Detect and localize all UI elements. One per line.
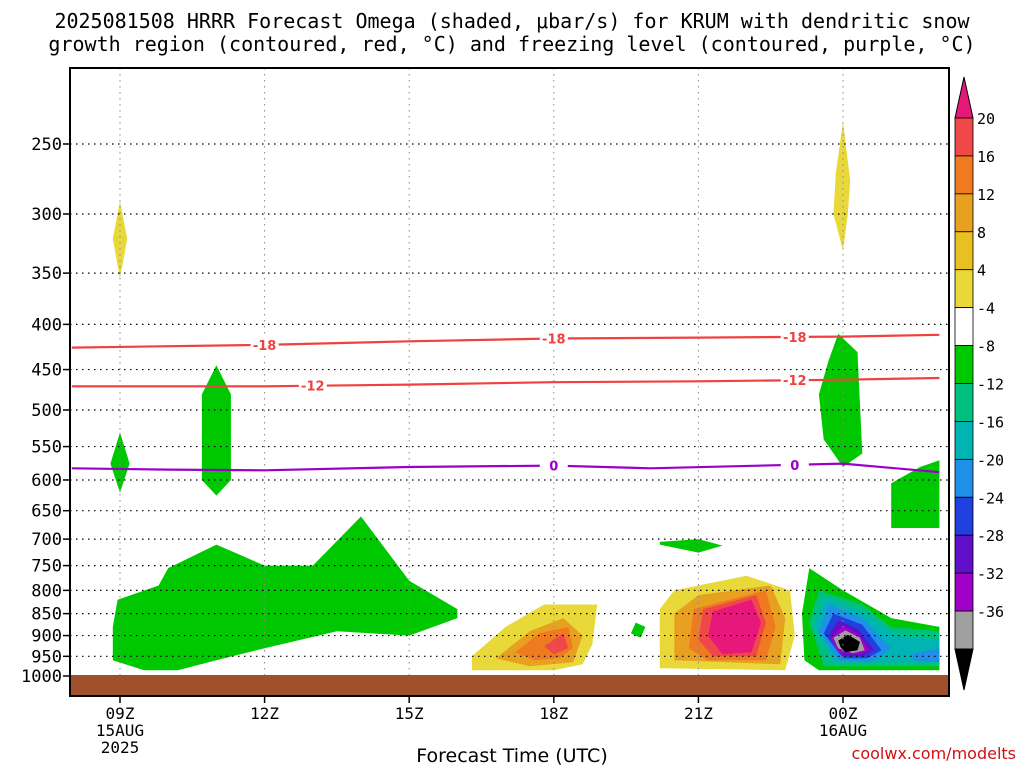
colorbar-label-9: -20 [977,451,1004,469]
omega-shading [110,121,940,671]
contour-label-bg [250,337,279,352]
omega-region-7 [112,516,458,671]
colorbar-label-7: -12 [977,376,1004,394]
omega-region-1 [833,121,851,251]
x-tick-label-09Z: 09Z [106,704,135,723]
plot-border [69,67,950,697]
y-tick-label-800: 800 [31,581,62,601]
colorbar-label-6: -8 [977,338,995,356]
colorbar-legend: 20 16 12 8 4 -4 -8 -12 -16 -20 -24 -28 -32 -36 [954,76,1004,691]
omega-region-3 [201,365,231,496]
contour-line--12 [71,376,940,388]
colorbar-segment-3 [954,231,974,271]
y-tick-label-700: 700 [31,530,62,550]
grid-lines [70,68,949,696]
y-tick-label-350: 350 [31,264,62,284]
colorbar-segment-10 [954,496,974,536]
y-tick-label-450: 450 [31,361,62,381]
y-tick-label-500: 500 [31,401,62,421]
x-tick-label-12Z: 12Z [250,704,279,723]
colorbar-label-3: 8 [977,224,986,242]
colorbar-label-11: -28 [977,527,1004,545]
contour-label-0: 0 [790,459,799,474]
contour-label--12: -12 [301,380,325,395]
x-tick-sublabel: 16AUG [819,721,867,740]
colorbar-segment-1 [954,155,974,195]
y-tick-label-400: 400 [31,315,62,335]
contour-label-bg [780,457,809,472]
colorbar-segment-6 [954,345,974,384]
omega-region-2 [110,432,130,493]
y-tick-label-900: 900 [31,627,62,647]
y-tick-label-550: 550 [31,438,62,458]
omega-region-5 [891,460,940,528]
x-axis-label: Forecast Time (UTC) [416,745,608,767]
temperature-contours: -18 -18 -18 -12 -12 0 0 [71,329,940,475]
contour-label-bg [298,378,327,393]
colorbar-segment-4 [954,269,974,309]
colorbar-bottom-arrow [954,648,974,691]
colorbar-label-12: -32 [977,565,1004,583]
chart-title-line-1: 2025081508 HRRR Forecast Omega (shaded, … [54,9,970,33]
contour-label-0: 0 [549,460,558,475]
contour-label-bg [539,331,568,346]
x-tick-sublabel: 15AUG [96,721,144,740]
y-tick-label-600: 600 [31,471,62,491]
colorbar-label-13: -36 [977,603,1004,621]
omega-region-18 [708,599,762,655]
chart-title-line-2: growth region (contoured, red, °C) and f… [48,32,976,56]
plot-frame [69,67,950,697]
y-tick-label-850: 850 [31,605,62,625]
colorbar-segment-2 [954,193,974,233]
contour-label--12: -12 [783,374,807,389]
x-tick-label-18Z: 18Z [539,704,568,723]
omega-region-6 [659,539,723,553]
colorbar-segment-5 [954,307,974,346]
colorbar-label-0: 20 [977,110,995,128]
y-tick-label-250: 250 [31,135,62,155]
contour-label--18: -18 [542,332,566,347]
colorbar-segment-9 [954,458,974,498]
y-tick-label-650: 650 [31,502,62,522]
omega-region-0 [112,201,128,279]
contour-line-0 [71,462,940,474]
colorbar-segment-13 [954,610,974,650]
y-axis-pressure: 2503003504004505005506006507007508008509… [21,135,70,687]
y-tick-label-750: 750 [31,557,62,577]
omega-region-27 [910,648,940,663]
colorbar-label-10: -24 [977,489,1004,507]
contour-label-bg [780,329,809,344]
colorbar-segment-8 [954,421,974,460]
omega-region-4 [818,333,863,467]
colorbar-segment-12 [954,572,974,612]
contour-label--18: -18 [783,331,807,346]
y-tick-label-300: 300 [31,205,62,225]
colorbar-label-2: 12 [977,186,995,204]
x-tick-label-15Z: 15Z [395,704,424,723]
colorbar-top-arrow [954,76,974,119]
contour-label--18: -18 [253,339,277,354]
colorbar-segment-0 [954,117,974,157]
omega-region-8 [630,622,646,638]
x-tick-sublabel: 2025 [101,738,140,757]
colorbar-label-8: -16 [977,413,1004,431]
contour-label-bg [539,458,568,473]
colorbar-segment-7 [954,383,974,422]
colorbar-label-5: -4 [977,300,995,318]
ground-layer [70,675,949,696]
y-tick-label-1000: 1000 [21,667,62,687]
x-tick-label-00Z: 00Z [829,704,858,723]
credit-link[interactable]: coolwx.com/modelts [851,744,1016,763]
omega-region-16 [544,633,569,655]
colorbar-label-4: 4 [977,262,986,280]
colorbar-label-1: 16 [977,148,995,166]
y-tick-label-950: 950 [31,647,62,667]
contour-label-bg [780,373,809,388]
colorbar-segment-11 [954,534,974,574]
ground-fill [70,675,949,696]
x-tick-label-21Z: 21Z [684,704,713,723]
omega-region-26 [838,634,860,653]
